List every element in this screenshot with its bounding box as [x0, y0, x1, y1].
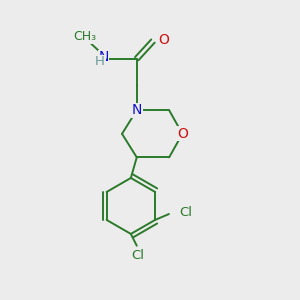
Text: H: H — [95, 55, 105, 68]
Text: N: N — [98, 50, 109, 64]
Text: Cl: Cl — [179, 206, 193, 219]
Text: O: O — [158, 33, 169, 46]
Text: CH₃: CH₃ — [74, 30, 97, 43]
Text: Cl: Cl — [132, 249, 145, 262]
Text: O: O — [177, 127, 188, 141]
Text: N: N — [132, 103, 142, 117]
